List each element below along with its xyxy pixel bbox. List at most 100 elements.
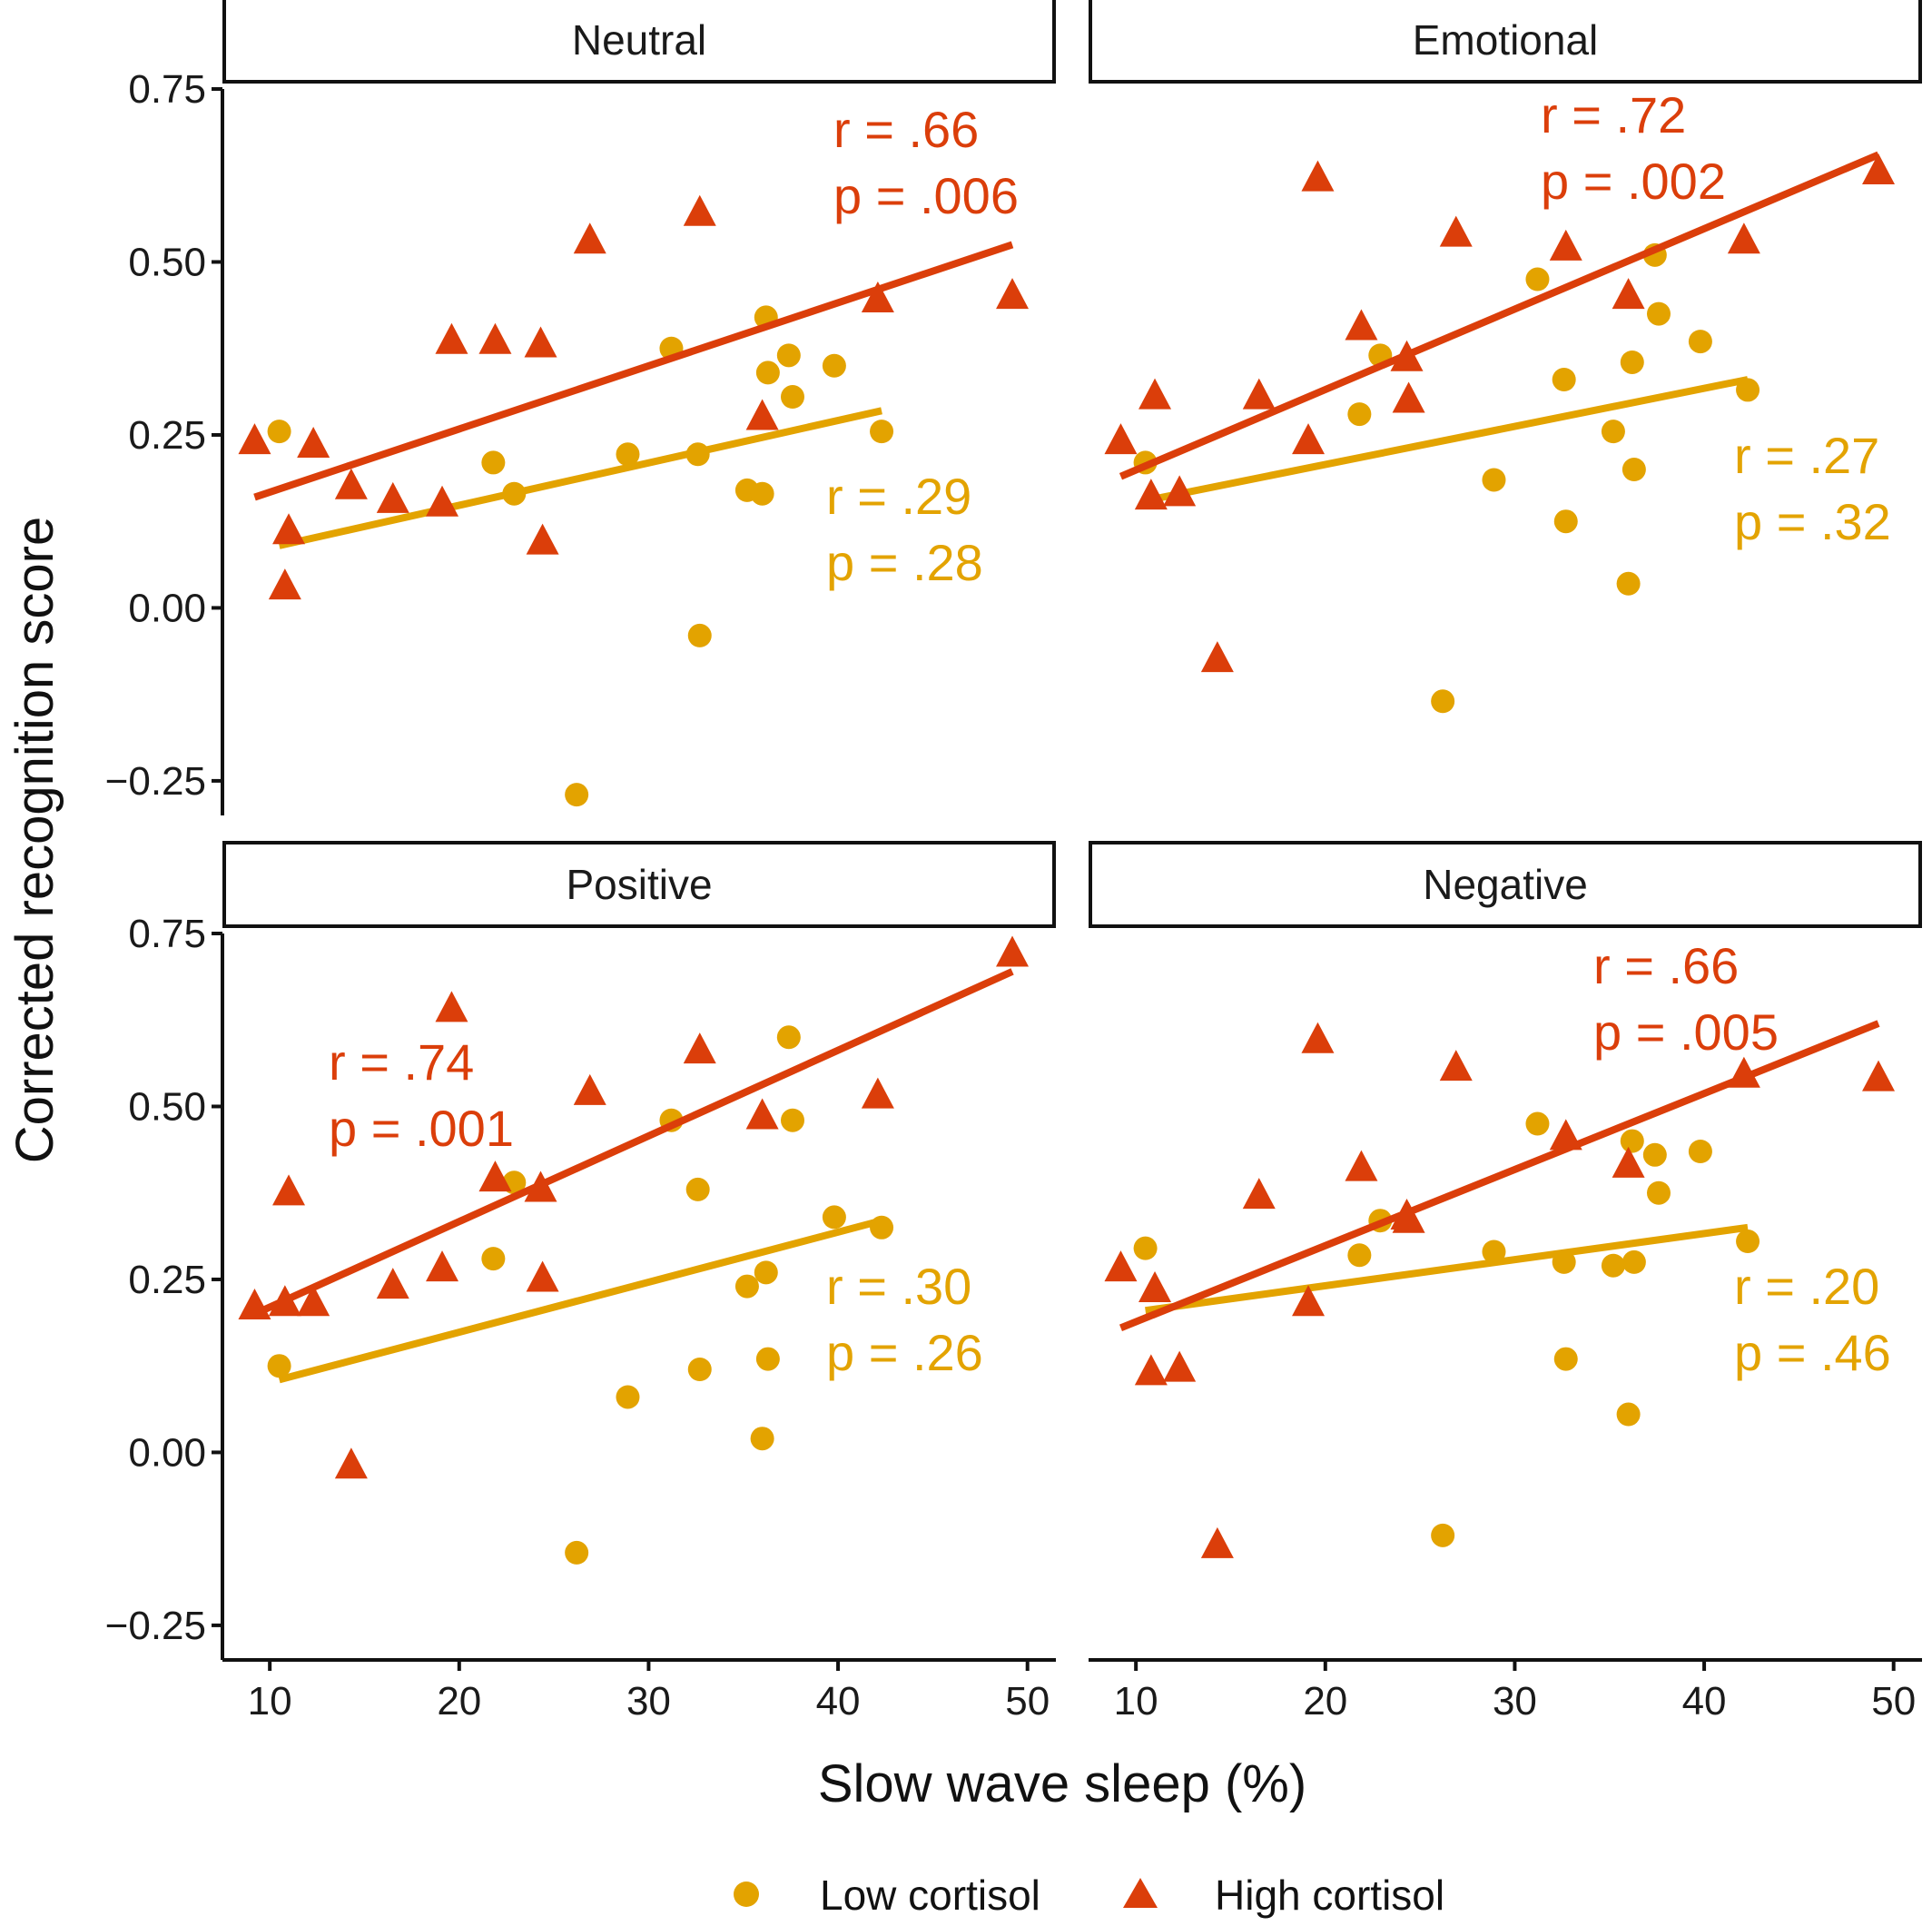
data-point-high-cortisol [1301,1022,1335,1053]
data-point-low-cortisol [502,481,527,506]
data-point-high-cortisol [268,568,301,600]
legend: Low cortisol High cortisol [734,1872,1444,1919]
data-point-high-cortisol [334,1447,368,1479]
fit-line-low-cortisol [1144,376,1749,505]
data-point-low-cortisol [1622,458,1646,482]
data-point-high-cortisol [1292,1285,1326,1317]
legend-high-cortisol-label: High cortisol [1215,1872,1444,1919]
y-tick-label: −0.25 [105,759,206,804]
x-tick-label: 30 [626,1679,671,1724]
data-point-low-cortisol [481,1247,506,1271]
data-point-low-cortisol [780,385,804,410]
data-point-low-cortisol [734,1274,759,1299]
annotation-high-cortisol-r: r = .72 [1541,86,1686,143]
panel-neutral: Neutral −0.25 0.00 0.25 0.50 0.75 r = .29 p = .… [105,0,1056,815]
data-point-low-cortisol [1646,301,1671,326]
data-point-low-cortisol [870,1215,894,1240]
data-point-low-cortisol [616,442,640,467]
data-point-high-cortisol [1104,423,1138,455]
data-point-high-cortisol [268,1285,301,1317]
data-point-high-cortisol [272,1174,306,1206]
annotation-high-cortisol-p: p = .005 [1593,1003,1779,1061]
data-point-high-cortisol [745,399,779,430]
x-tick-label: 10 [1114,1679,1158,1724]
data-point-high-cortisol [334,468,368,499]
x-tick-label: 30 [1493,1679,1537,1724]
x-tick-label: 50 [1871,1679,1916,1724]
y-tick-label: −0.25 [105,1604,206,1648]
fit-line-low-cortisol [1145,1223,1749,1315]
data-point-high-cortisol [1134,1354,1168,1386]
x-tick-label: 10 [248,1679,292,1724]
data-point-low-cortisol [822,353,846,378]
data-point-high-cortisol [1862,153,1896,185]
data-point-low-cortisol [755,361,780,385]
data-point-high-cortisol [1439,215,1473,247]
data-point-high-cortisol [1200,641,1234,673]
data-point-high-cortisol [996,278,1030,310]
x-axis-title: Slow wave sleep (%) [818,1754,1306,1813]
annotation-high-cortisol-p: p = .002 [1541,153,1726,210]
y-tick-label: 0.75 [128,912,206,956]
data-point-high-cortisol [297,1285,330,1317]
data-point-low-cortisol [687,1358,712,1381]
series-high-cortisol: r = .66 p = .006 [238,101,1030,600]
data-point-low-cortisol [822,1205,846,1230]
data-point-low-cortisol [1552,368,1576,391]
data-point-low-cortisol [1347,1243,1372,1268]
data-point-high-cortisol [478,1161,512,1192]
data-point-low-cortisol [750,481,774,506]
annotation-low-cortisol-r: r = .30 [826,1258,971,1315]
legend-low-cortisol-marker [734,1882,759,1907]
x-tick-label: 20 [437,1679,481,1724]
x-tick-label: 40 [1682,1679,1727,1724]
strip-negative [1089,841,1922,928]
data-point-low-cortisol [1620,1129,1644,1153]
data-point-low-cortisol [1616,571,1641,596]
y-tick-label: 0.25 [128,413,206,458]
data-point-high-cortisol [1612,278,1645,310]
series-low-cortisol: r = .29 p = .28 [267,305,983,807]
fit-line-low-cortisol [278,1217,883,1384]
y-tick-label: 0.00 [128,586,206,630]
y-tick-label: 0.25 [128,1258,206,1302]
data-point-high-cortisol [1134,479,1168,510]
data-point-low-cortisol [780,1108,804,1132]
data-point-high-cortisol [1292,423,1326,455]
fit-line-high-cortisol [1119,151,1880,480]
strip-label-negative: Negative [1423,861,1588,908]
data-point-high-cortisol [272,513,306,545]
data-point-high-cortisol [1727,1056,1760,1088]
annotation-high-cortisol-r: r = .66 [833,101,979,158]
data-point-low-cortisol [1688,1140,1712,1163]
data-point-high-cortisol [745,1098,779,1130]
data-point-low-cortisol [1736,378,1760,402]
data-point-low-cortisol [1431,1523,1455,1547]
data-point-low-cortisol [687,623,712,647]
x-tick-label: 20 [1303,1679,1347,1724]
y-axis-title: Corrected recognition score [5,517,64,1163]
series-high-cortisol: r = .66 p = .005 [1104,937,1896,1558]
data-point-low-cortisol [1133,1236,1158,1260]
data-point-high-cortisol [526,523,559,555]
data-point-high-cortisol [1727,222,1760,254]
y-tick-label: 0.00 [128,1430,206,1475]
data-point-low-cortisol [565,783,589,807]
data-point-low-cortisol [1688,330,1712,354]
data-point-high-cortisol [1104,1250,1138,1282]
data-point-low-cortisol [1646,1180,1671,1205]
data-point-high-cortisol [1242,378,1276,410]
strip-neutral [222,0,1056,84]
data-point-high-cortisol [1138,1270,1172,1302]
data-point-high-cortisol [376,1268,409,1299]
data-point-high-cortisol [297,426,330,458]
series-high-cortisol: r = .74 p = .001 [238,935,1030,1479]
data-point-high-cortisol [1862,1060,1896,1091]
data-point-low-cortisol [1601,1253,1625,1278]
data-point-high-cortisol [1200,1526,1234,1558]
data-point-high-cortisol [435,991,468,1022]
data-point-low-cortisol [750,1427,774,1451]
data-point-low-cortisol [1553,1347,1578,1371]
data-point-low-cortisol [481,450,506,475]
